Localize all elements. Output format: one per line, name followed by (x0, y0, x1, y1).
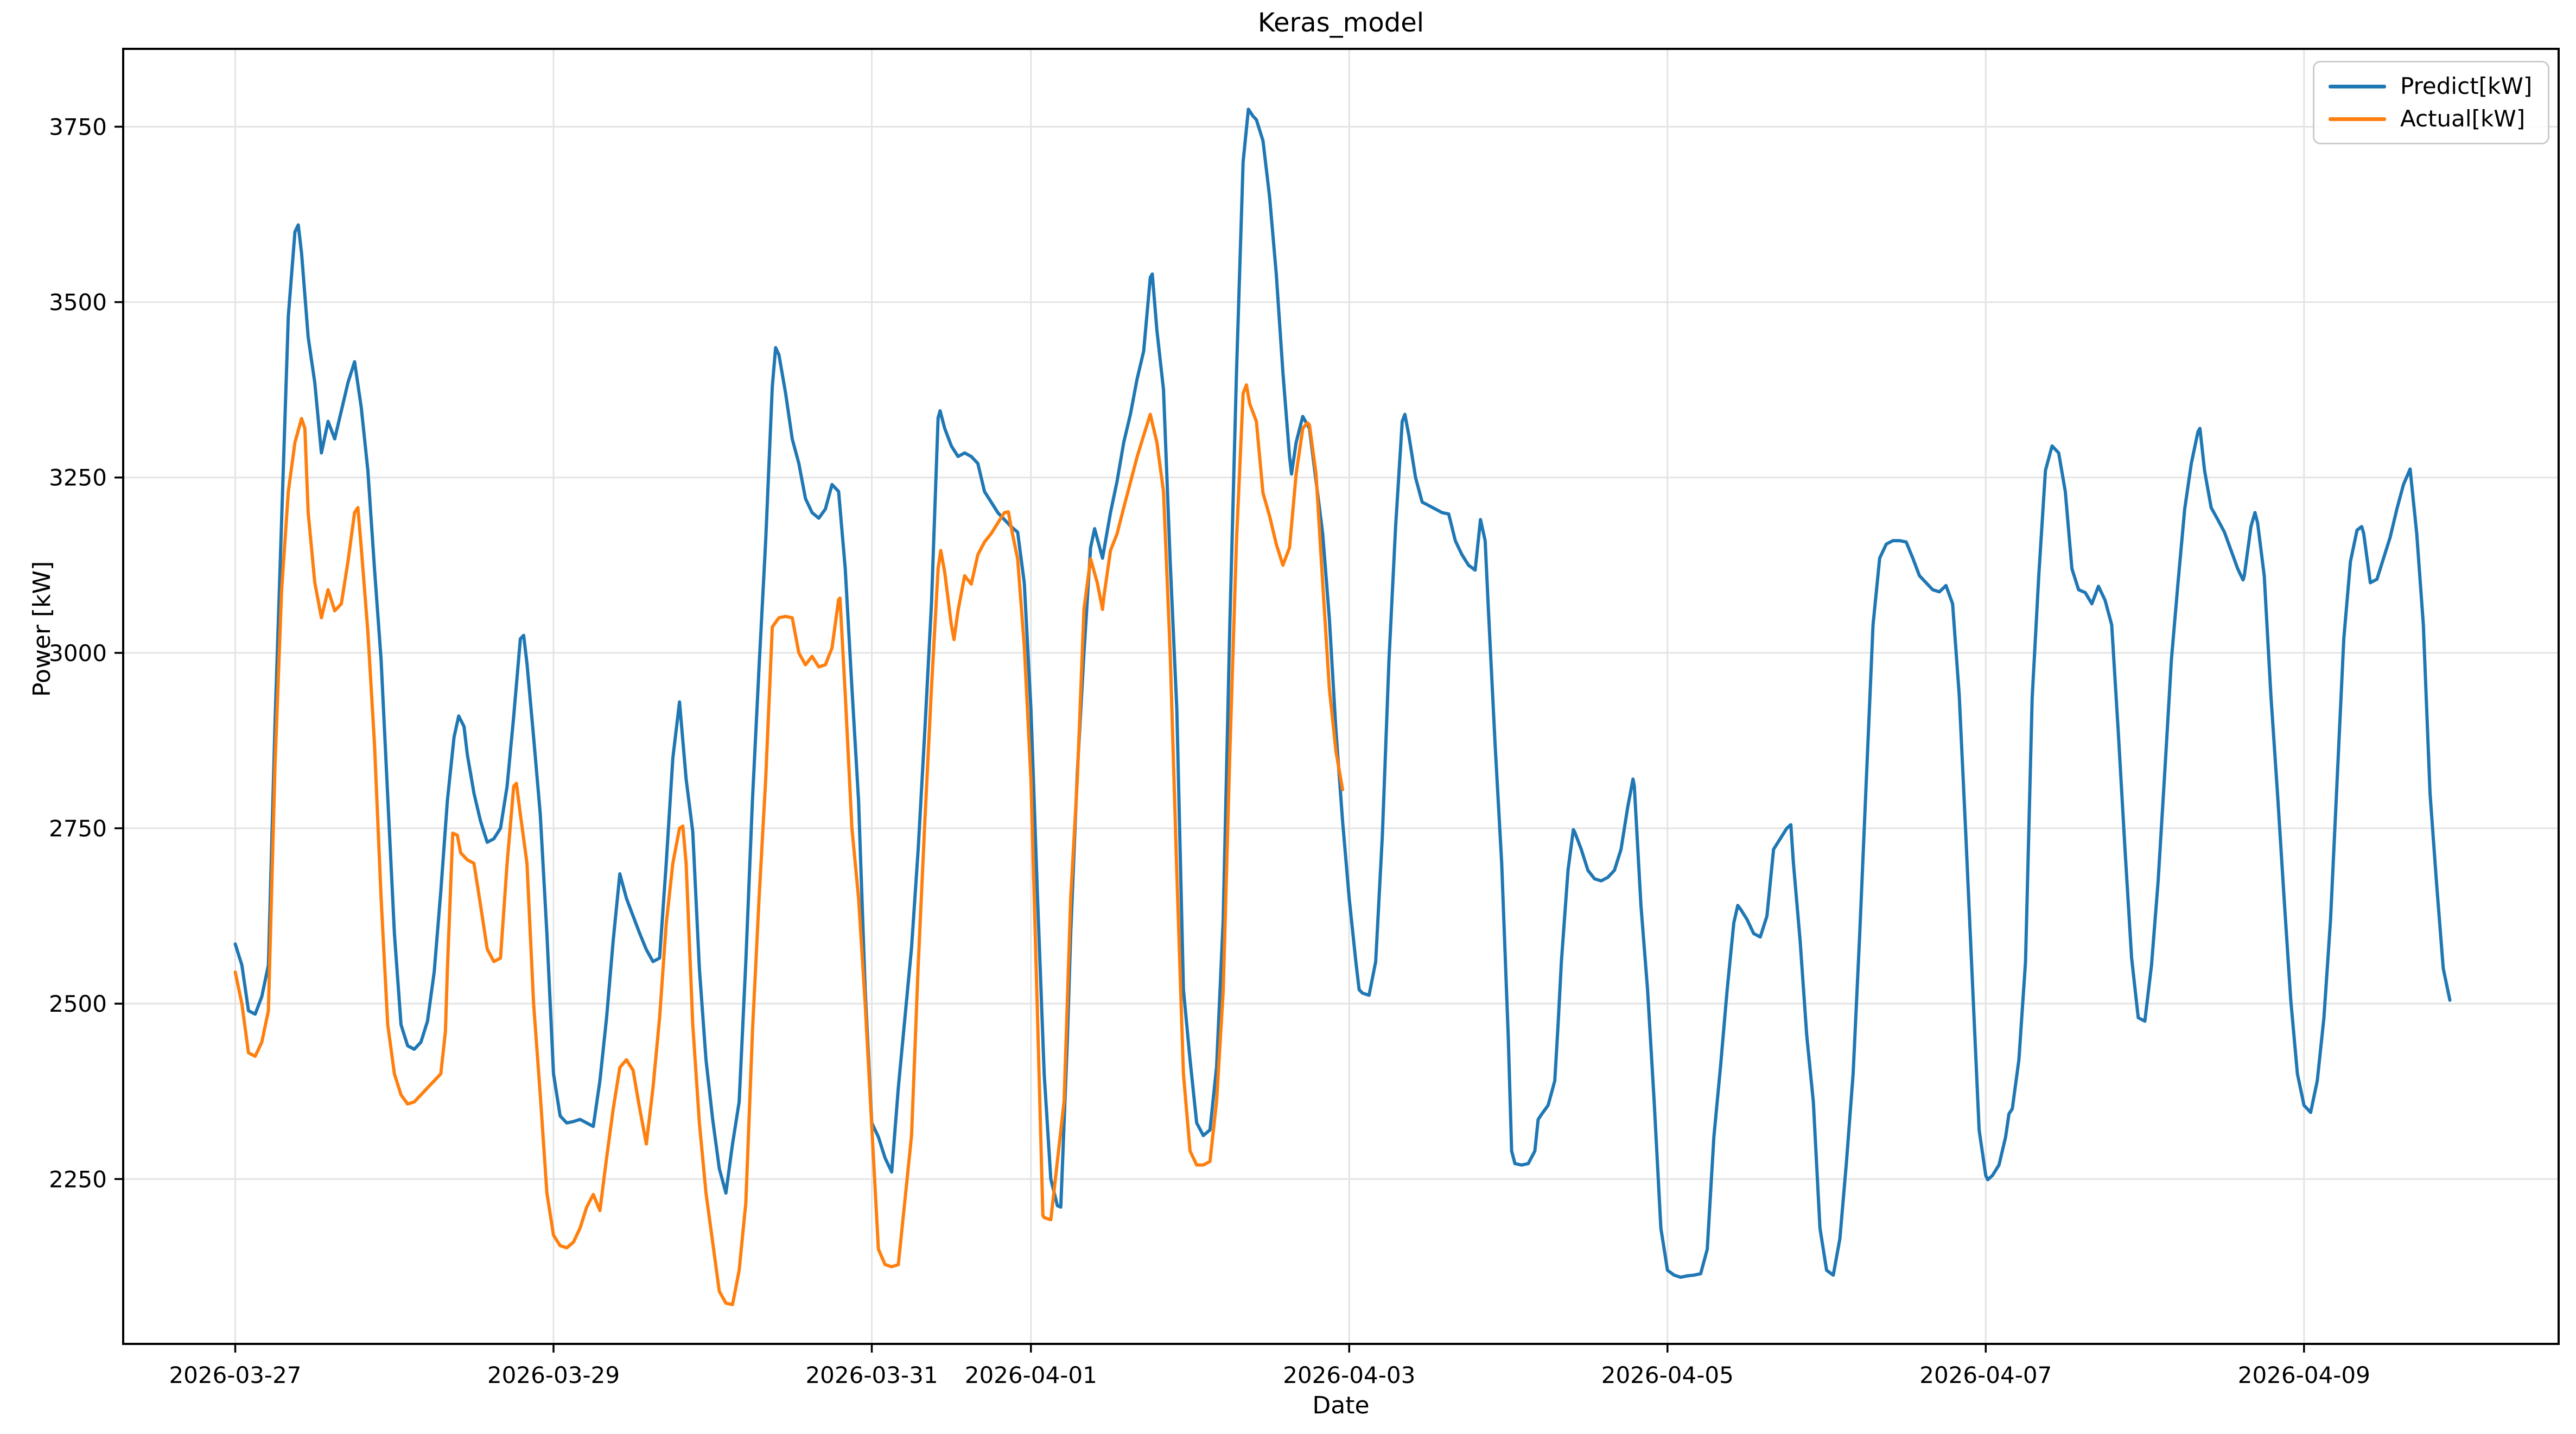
predict-line-swatch (2329, 84, 2386, 88)
x-tick-label: 2026-04-03 (1283, 1362, 1415, 1388)
chart-title: Keras_model (1257, 8, 1424, 38)
legend: Predict[kW] Actual[kW] (2313, 61, 2549, 144)
x-tick-label: 2026-03-31 (805, 1362, 938, 1388)
legend-item-predict: Predict[kW] (2329, 75, 2534, 98)
legend-label: Actual[kW] (2400, 105, 2526, 132)
x-axis-label: Date (1312, 1392, 1370, 1419)
series-predict-line (233, 107, 2452, 1279)
y-tick-label: 2750 (49, 815, 107, 842)
x-tick-label: 2026-03-29 (487, 1362, 620, 1388)
y-axis-label: Power [kW] (28, 561, 56, 697)
series-actual-line (233, 383, 1345, 1306)
y-tick-label: 2250 (49, 1166, 107, 1192)
y-tick-label: 3750 (49, 113, 107, 140)
grid (123, 49, 2559, 1344)
x-tick-label: 2026-04-01 (965, 1362, 1097, 1388)
y-tick-label: 3250 (49, 465, 107, 491)
y-tick-label: 3000 (49, 640, 107, 667)
y-tick-label: 2500 (49, 991, 107, 1017)
actual-line-swatch (2329, 117, 2386, 121)
x-tick-label: 2026-04-05 (1601, 1362, 1734, 1388)
legend-item-actual: Actual[kW] (2329, 107, 2534, 130)
x-tick-label: 2026-03-27 (169, 1362, 301, 1388)
x-tick-label: 2026-04-07 (1919, 1362, 2052, 1388)
legend-label: Predict[kW] (2400, 73, 2533, 99)
x-tick-label: 2026-04-09 (2238, 1362, 2370, 1388)
y-tick-label: 3500 (49, 289, 107, 316)
tick-labels: 2250 2500 2750 3000 3250 3500 3750 2026-03-27 20… (49, 113, 2370, 1388)
axes-spines (122, 48, 2560, 1345)
tick-marks (115, 125, 2305, 1353)
